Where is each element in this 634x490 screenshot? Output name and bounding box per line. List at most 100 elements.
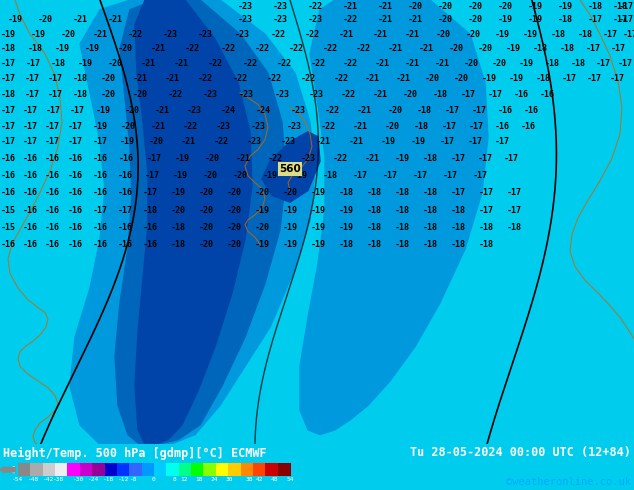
Text: -20: -20 (198, 188, 214, 197)
Text: -18: -18 (1, 90, 15, 99)
Text: -19: -19 (96, 106, 110, 115)
Text: -20: -20 (202, 172, 217, 180)
Text: -17: -17 (46, 106, 60, 115)
FancyArrow shape (0, 466, 16, 474)
Text: -19: -19 (283, 223, 297, 232)
Text: -19: -19 (172, 172, 188, 180)
Text: -20: -20 (226, 223, 242, 232)
Bar (67, 463, 81, 476)
Text: -20: -20 (463, 59, 479, 68)
Bar (154, 463, 167, 476)
Text: -22: -22 (342, 15, 358, 24)
Text: -22: -22 (254, 44, 269, 53)
Text: -18: -18 (479, 223, 493, 232)
Text: ©weatheronline.co.uk: ©weatheronline.co.uk (506, 477, 631, 487)
Text: -21: -21 (342, 2, 358, 11)
Text: -18: -18 (533, 44, 548, 53)
Text: -18: -18 (545, 59, 559, 68)
Text: -17: -17 (67, 137, 82, 146)
Text: -16: -16 (67, 205, 82, 215)
Text: -16: -16 (1, 240, 15, 249)
Text: -17: -17 (1, 74, 15, 83)
Text: -17: -17 (619, 2, 633, 11)
Text: -18: -18 (571, 59, 586, 68)
Text: -17: -17 (48, 74, 63, 83)
Text: -18: -18 (578, 30, 593, 39)
Bar (191, 463, 204, 476)
Text: -24: -24 (88, 477, 99, 482)
Text: -17: -17 (93, 205, 108, 215)
Text: -21: -21 (434, 59, 450, 68)
Text: -17: -17 (48, 90, 63, 99)
Text: -17: -17 (602, 30, 618, 39)
Text: -23: -23 (247, 137, 261, 146)
Text: -17: -17 (488, 90, 503, 99)
Text: -20: -20 (226, 205, 242, 215)
Text: -21: -21 (396, 74, 410, 83)
Text: -19: -19 (557, 2, 573, 11)
Text: -19: -19 (1, 30, 15, 39)
Text: -24: -24 (256, 106, 271, 115)
Text: -17: -17 (469, 122, 484, 130)
Text: -17: -17 (382, 172, 398, 180)
Text: -23: -23 (162, 30, 178, 39)
Text: -15: -15 (1, 223, 15, 232)
Text: -23: -23 (238, 2, 252, 11)
Text: -17: -17 (93, 137, 108, 146)
Text: -19: -19 (283, 240, 297, 249)
Text: -17: -17 (441, 122, 456, 130)
Bar (278, 463, 290, 476)
Text: -21: -21 (133, 74, 148, 83)
Text: -16: -16 (524, 106, 538, 115)
Text: -23: -23 (290, 106, 306, 115)
Text: -16: -16 (22, 188, 37, 197)
Text: -18: -18 (536, 74, 550, 83)
Text: -23: -23 (198, 30, 212, 39)
Text: -23: -23 (235, 30, 250, 39)
Text: -18: -18 (422, 223, 437, 232)
Text: -16: -16 (143, 223, 157, 232)
Bar (228, 463, 241, 476)
Text: -20: -20 (148, 137, 164, 146)
Text: -18: -18 (588, 2, 602, 11)
Text: -18: -18 (451, 240, 465, 249)
Text: -22: -22 (323, 44, 337, 53)
Text: -20: -20 (124, 106, 139, 115)
Text: -16: -16 (117, 223, 133, 232)
Text: -17: -17 (353, 172, 368, 180)
Text: -22: -22 (242, 59, 257, 68)
Text: -20: -20 (437, 2, 453, 11)
Text: -16: -16 (67, 188, 82, 197)
Text: -20: -20 (408, 2, 422, 11)
Text: -20: -20 (283, 188, 297, 197)
Text: -16: -16 (67, 172, 82, 180)
Text: -30: -30 (73, 477, 84, 482)
Text: -17: -17 (595, 59, 611, 68)
Text: -23: -23 (309, 90, 323, 99)
Bar (265, 463, 278, 476)
Text: -8: -8 (130, 477, 138, 482)
Text: -48: -48 (27, 477, 39, 482)
Text: 48: 48 (271, 477, 278, 482)
Text: -22: -22 (301, 74, 316, 83)
Bar (117, 463, 130, 476)
Text: -16: -16 (498, 106, 512, 115)
Text: -21: -21 (365, 74, 380, 83)
Text: -18: -18 (507, 223, 522, 232)
Bar (30, 463, 43, 476)
Text: 30: 30 (226, 477, 233, 482)
Text: -17: -17 (25, 90, 39, 99)
Text: -15: -15 (1, 205, 15, 215)
Text: -17: -17 (70, 106, 84, 115)
Text: -20: -20 (226, 240, 242, 249)
Text: -21: -21 (150, 44, 165, 53)
Text: -16: -16 (540, 90, 555, 99)
Text: -23: -23 (273, 15, 287, 24)
Text: -17: -17 (472, 172, 488, 180)
Text: -24: -24 (221, 106, 235, 115)
Text: -21: -21 (387, 44, 403, 53)
Text: -16: -16 (44, 188, 60, 197)
Text: -19: -19 (283, 205, 297, 215)
Text: -19: -19 (505, 44, 521, 53)
Text: -19: -19 (311, 223, 325, 232)
